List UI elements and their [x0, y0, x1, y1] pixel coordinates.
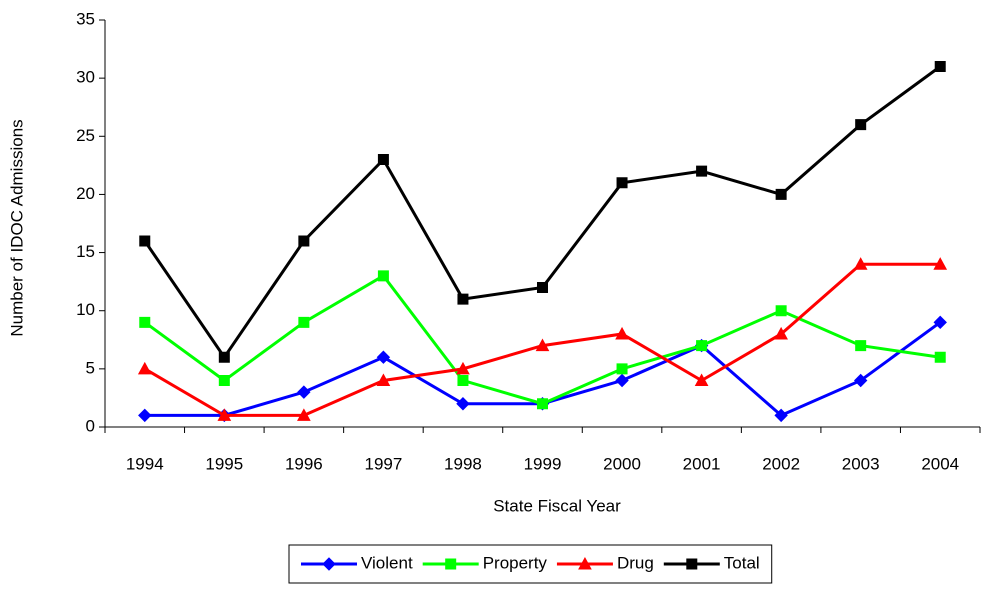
data-point	[855, 340, 867, 352]
data-point	[775, 188, 787, 200]
data-point	[377, 270, 389, 282]
data-point	[137, 361, 152, 375]
x-tick-label: 1995	[205, 454, 243, 473]
data-point	[696, 165, 708, 177]
data-point	[774, 326, 788, 340]
y-tick-label: 10	[76, 300, 95, 319]
y-tick-label: 15	[76, 242, 95, 261]
y-tick-label: 25	[76, 126, 95, 145]
data-point	[537, 398, 548, 410]
data-point	[376, 350, 391, 364]
legend-marker	[322, 557, 336, 571]
data-point	[853, 257, 868, 270]
data-point	[933, 315, 947, 330]
data-point	[217, 408, 232, 421]
data-point	[218, 374, 230, 386]
x-tick-label: 2001	[683, 454, 721, 473]
legend-marker	[445, 558, 457, 570]
data-point	[298, 316, 310, 328]
y-tick-label: 35	[76, 9, 95, 28]
y-tick-label: 30	[76, 68, 95, 87]
data-point	[298, 235, 310, 247]
x-axis-title: State Fiscal Year	[493, 496, 621, 515]
x-tick-label: 2004	[921, 454, 959, 473]
data-point	[138, 408, 152, 423]
y-tick-label: 20	[76, 184, 95, 203]
data-point	[297, 385, 311, 399]
legend-label: Violent	[361, 553, 413, 572]
data-point	[537, 281, 548, 293]
data-point	[457, 374, 469, 386]
data-point	[934, 61, 946, 73]
data-point	[934, 351, 946, 363]
data-point	[456, 361, 470, 375]
x-tick-label: 1997	[364, 454, 402, 473]
data-point	[535, 338, 550, 352]
data-point	[855, 119, 867, 131]
x-tick-label: 1994	[126, 454, 164, 473]
series-line	[143, 65, 942, 360]
x-tick-label: 1998	[444, 454, 482, 473]
legend-label: Total	[724, 553, 760, 572]
x-tick-label: 2000	[603, 454, 641, 473]
data-point	[616, 363, 628, 375]
data-point	[297, 408, 311, 421]
y-tick-label: 5	[86, 358, 95, 377]
x-tick-label: 2002	[762, 454, 800, 473]
data-point	[139, 316, 151, 328]
data-point	[694, 373, 709, 386]
data-point	[853, 373, 868, 388]
x-tick-label: 2003	[842, 454, 880, 473]
data-point	[457, 293, 469, 305]
legend: Violent Property Drug Total	[288, 544, 773, 584]
data-point	[615, 373, 629, 388]
data-point	[775, 305, 787, 317]
data-point	[456, 397, 470, 411]
data-point	[616, 177, 628, 189]
data-point	[774, 408, 788, 423]
legend-label: Property	[483, 553, 548, 572]
data-point	[376, 373, 391, 386]
data-point	[696, 340, 708, 352]
data-point	[377, 154, 389, 166]
data-point	[218, 351, 230, 363]
legend-marker	[686, 558, 698, 570]
legend-marker	[578, 556, 592, 570]
data-point	[933, 257, 948, 270]
data-point	[139, 235, 151, 247]
data-point	[615, 326, 629, 340]
legend-label: Drug	[617, 553, 654, 572]
y-tick-label: 0	[86, 416, 95, 435]
y-axis-title: Number of IDOC Admissions	[7, 119, 26, 336]
x-tick-label: 1996	[285, 454, 323, 473]
x-tick-label: 1999	[524, 454, 562, 473]
